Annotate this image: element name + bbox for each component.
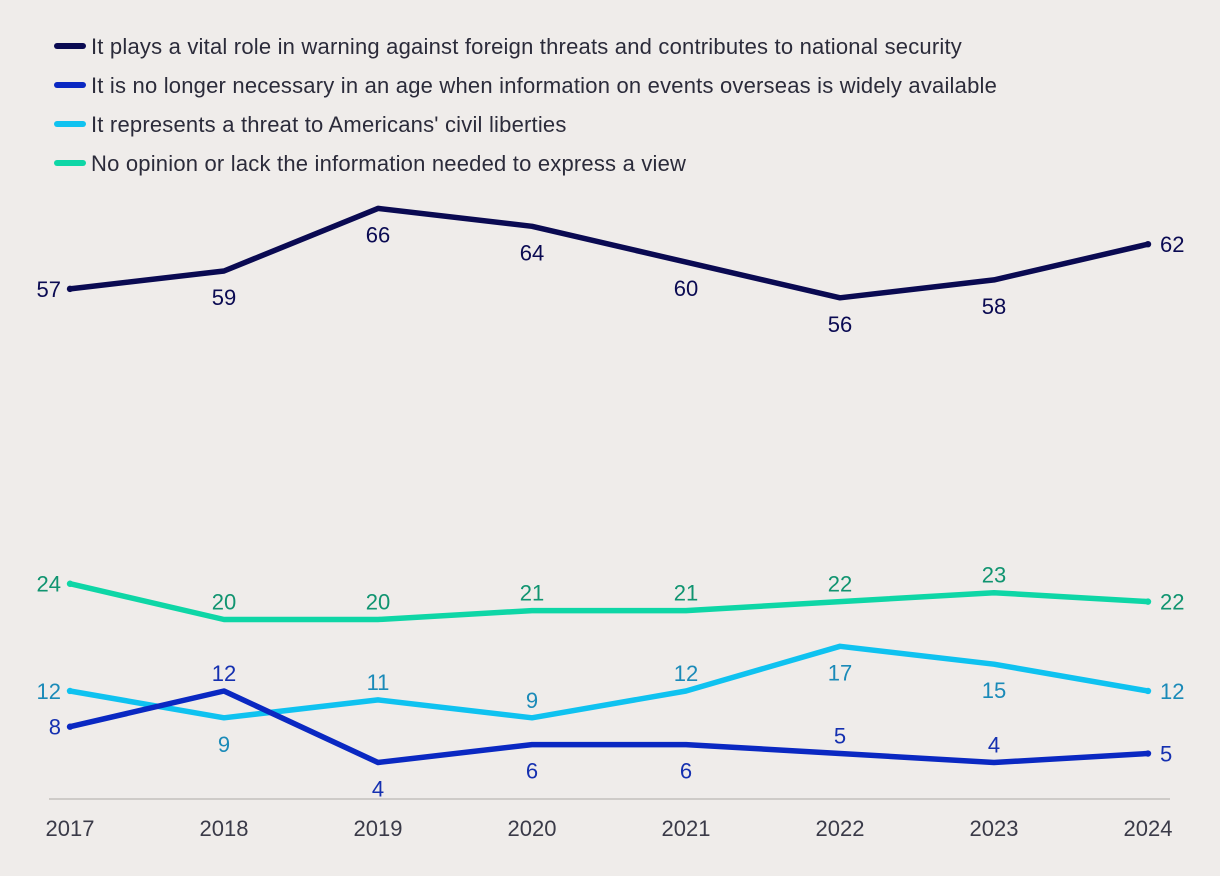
data-label: 11 [367, 670, 390, 695]
data-label: 15 [982, 678, 1006, 703]
x-tick-label: 2021 [662, 816, 711, 841]
data-label: 8 [49, 715, 61, 740]
series-point [66, 285, 74, 293]
series-point [66, 723, 74, 730]
data-label: 62 [1160, 232, 1184, 257]
legend-label: It is no longer necessary in an age when… [91, 73, 997, 98]
data-label: 6 [680, 759, 692, 784]
series-line [67, 580, 1151, 623]
data-label: 56 [828, 312, 852, 337]
legend-label: It represents a threat to Americans' civ… [91, 112, 567, 137]
data-label: 21 [520, 581, 544, 606]
data-label: 12 [1160, 679, 1184, 704]
x-tick-label: 2023 [970, 816, 1019, 841]
x-tick-label: 2024 [1124, 816, 1173, 841]
data-label: 12 [674, 661, 698, 686]
data-label: 66 [366, 222, 390, 247]
x-tick-label: 2018 [200, 816, 249, 841]
data-label: 57 [37, 277, 61, 302]
data-label: 58 [982, 294, 1006, 319]
series-point [1144, 240, 1152, 248]
data-label: 23 [982, 563, 1006, 588]
data-label: 4 [988, 732, 1000, 757]
x-axis-ticks: 2017 2018 2019 2020 2021 2022 2023 2024 [46, 816, 1173, 841]
series-line [67, 643, 1151, 721]
data-label: 12 [37, 679, 61, 704]
data-label: 9 [526, 688, 538, 713]
series-lines [66, 205, 1152, 766]
x-tick-label: 2020 [508, 816, 557, 841]
x-tick-label: 2019 [354, 816, 403, 841]
data-label: 24 [37, 572, 61, 597]
series-line [67, 205, 1151, 301]
series-point [1144, 750, 1152, 757]
x-tick-label: 2022 [816, 816, 865, 841]
data-label: 59 [212, 285, 236, 310]
series-point [66, 580, 74, 587]
series-point [66, 687, 74, 695]
data-label: 20 [366, 589, 390, 614]
data-label: 21 [674, 581, 698, 606]
data-label: 17 [828, 660, 852, 685]
data-label: 22 [1160, 590, 1184, 615]
x-tick-label: 2017 [46, 816, 95, 841]
data-label: 64 [520, 240, 544, 265]
series-line [67, 688, 1151, 766]
data-label: 60 [674, 276, 698, 301]
legend-label: No opinion or lack the information neede… [91, 151, 686, 176]
data-label: 9 [218, 732, 230, 757]
data-label: 5 [834, 724, 846, 749]
data-label: 4 [372, 776, 384, 801]
data-label: 5 [1160, 742, 1172, 767]
series-point [1144, 598, 1152, 605]
series-point [1144, 687, 1152, 695]
data-label: 12 [212, 661, 236, 686]
chart-legend: It plays a vital role in warning against… [54, 34, 997, 176]
data-label: 22 [828, 572, 852, 597]
data-label: 6 [526, 759, 538, 784]
data-label: 20 [212, 589, 236, 614]
legend-label: It plays a vital role in warning against… [91, 34, 962, 59]
